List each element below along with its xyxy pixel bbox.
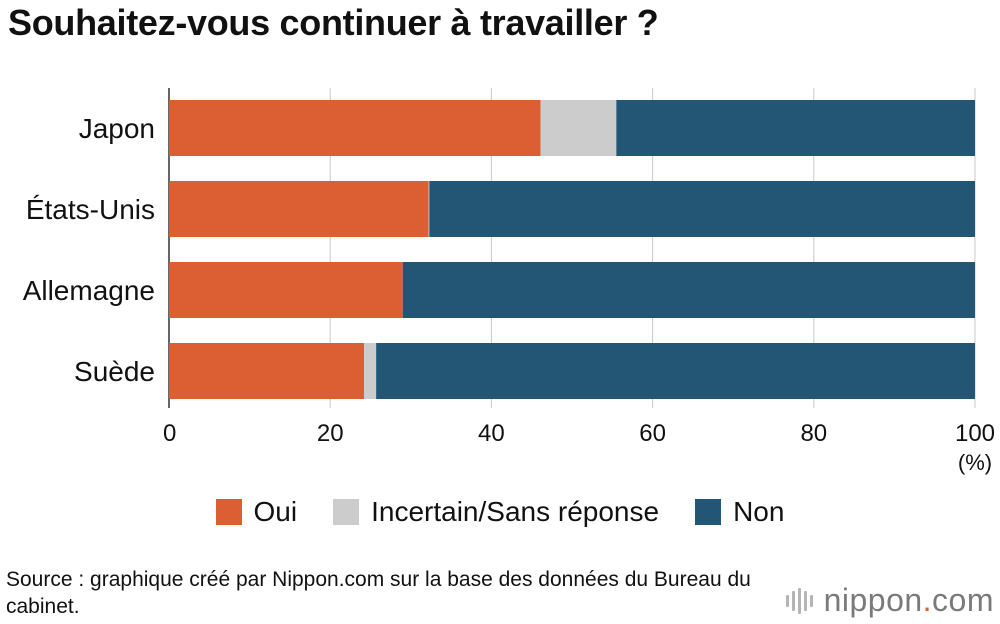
category-label-allemagne: Allemagne	[23, 275, 155, 306]
bar-suede-incertain-sans-reponse	[364, 343, 377, 399]
bar-allemagne-non	[402, 262, 975, 318]
legend-label-incertain: Incertain/Sans réponse	[371, 496, 660, 527]
x-axis-unit: (%)	[958, 450, 992, 475]
chart-title: Souhaitez-vous continuer à travailler ?	[8, 2, 659, 43]
brand-tld: com	[932, 582, 994, 618]
bar-etats-unis-oui	[169, 181, 429, 237]
source-note: Source : graphique créé par Nippon.com s…	[6, 568, 751, 618]
legend-swatch-oui	[215, 499, 242, 525]
bar-etats-unis-incertain-sans-reponse	[428, 181, 430, 237]
bar-japon-incertain-sans-reponse	[540, 100, 617, 156]
legend-item-oui: Oui	[215, 496, 298, 528]
brand-dot: .	[922, 582, 933, 618]
tick-label-40: 40	[478, 420, 505, 447]
x-axis-ticks: 0 20 40 60 80 100	[163, 420, 995, 447]
bar-japon-oui	[169, 100, 541, 156]
bar-etats-unis-non	[429, 181, 975, 237]
category-label-suede: Suède	[74, 356, 155, 387]
category-label-japon: Japon	[79, 113, 155, 144]
bars	[169, 100, 976, 399]
legend-swatch-non	[695, 499, 722, 525]
category-label-etats-unis: États-Unis	[26, 194, 155, 225]
brand-logo[interactable]: nippon. com	[785, 582, 994, 619]
legend-item-incertain: Incertain/Sans réponse	[333, 496, 659, 528]
legend-item-non: Non	[695, 496, 784, 528]
tick-label-100: 100	[955, 420, 995, 447]
legend-swatch-incertain	[333, 499, 360, 525]
legend-label-oui: Oui	[253, 496, 298, 527]
bar-allemagne-oui	[169, 262, 403, 318]
tick-label-60: 60	[639, 420, 666, 447]
bar-suede-oui	[169, 343, 365, 399]
category-labels: Japon États-Unis Allemagne Suède	[23, 113, 155, 387]
legend-label-non: Non	[733, 496, 785, 527]
stacked-bar-chart: Japon États-Unis Allemagne Suède 0 20 40 60 80 1…	[23, 88, 995, 475]
tick-label-20: 20	[317, 420, 344, 447]
tick-label-80: 80	[800, 420, 827, 447]
bar-suede-non	[376, 343, 976, 399]
brand-bars-icon	[785, 587, 816, 614]
legend: Oui Incertain/Sans réponse Non	[0, 496, 1000, 528]
tick-label-0: 0	[163, 420, 176, 447]
bar-japon-non	[616, 100, 975, 156]
brand-name: nippon	[823, 582, 923, 618]
